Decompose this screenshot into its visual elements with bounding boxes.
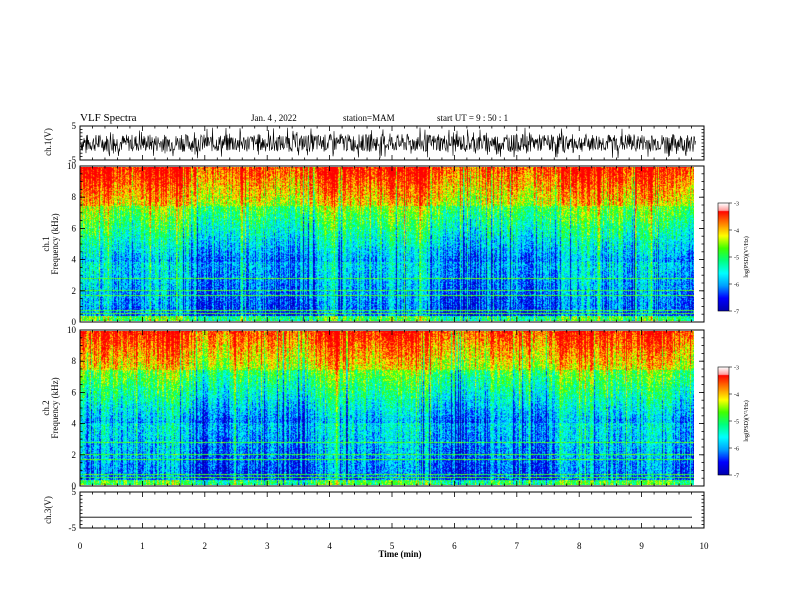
- y-tick-label: 0: [72, 317, 77, 327]
- x-tick-label: 9: [639, 541, 644, 551]
- colorbar-tick-label: -3: [734, 202, 739, 208]
- y-tick-label: 6: [72, 387, 77, 397]
- axis-ticks: [79, 125, 705, 529]
- x-tick-label: 2: [203, 541, 208, 551]
- panel-frame-s1: [79, 165, 705, 323]
- x-axis-label: Time (min): [378, 549, 421, 559]
- y-tick-label: 10: [67, 325, 77, 335]
- y-tick-label: -5: [69, 155, 77, 165]
- ch2-spectrogram-image: [80, 331, 694, 485]
- y-tick-label: 5: [72, 121, 77, 131]
- colorbar1-label: log(PSD)(V²/Hz): [743, 236, 750, 277]
- colorbar-tick-label: -5: [734, 256, 739, 262]
- y-tick-label: 8: [72, 192, 77, 202]
- ch1-waveform: [80, 127, 696, 159]
- panel-frames: [79, 125, 705, 529]
- colorbar-tick-label: -6: [734, 447, 739, 453]
- y-tick-label: 10: [67, 161, 77, 171]
- x-tick-label: 10: [700, 541, 710, 551]
- colorbar2-label: log(PSD)(V²/Hz): [743, 400, 750, 441]
- panel-frame-w3: [79, 491, 705, 529]
- start-ut-label: start UT = 9 : 50 : 1: [437, 113, 509, 123]
- colorbar-tick-label: -6: [734, 283, 739, 289]
- colorbar-tick-label: -7: [734, 310, 739, 316]
- colorbar-ticks: -3 -4 -5 -6 -7 -3 -4 -5 -6 -7: [717, 202, 739, 480]
- x-tick-labels: 0 1 2 3 4 5 6 7 8 9 10: [78, 541, 709, 551]
- ch1-ylabel: ch.1(V): [43, 128, 53, 156]
- x-tick-label: 5: [390, 541, 395, 551]
- colorbar-tick-label: -4: [734, 393, 739, 399]
- ch1-spec-ylabel-1: ch.1: [41, 236, 51, 251]
- colorbar-tick-label: -5: [734, 420, 739, 426]
- panel-frame-s2: [79, 329, 705, 487]
- colorbar-frame: [717, 202, 730, 312]
- x-tick-label: 7: [515, 541, 520, 551]
- y-tick-label: 5: [72, 487, 77, 497]
- ch2-colorbar-image: [718, 367, 729, 475]
- ch2-spec-ylabel-2: Frequency (kHz): [50, 377, 60, 438]
- y-tick-label: 4: [72, 419, 77, 429]
- ch1-spec-ylabel-2: Frequency (kHz): [50, 213, 60, 274]
- x-tick-label: 4: [327, 541, 332, 551]
- date-label: Jan. 4 , 2022: [251, 113, 297, 123]
- chart-title: VLF Spectra: [80, 112, 137, 124]
- x-tick-label: 8: [577, 541, 582, 551]
- colorbar-frame: [717, 366, 730, 476]
- y-tick-label: 2: [72, 286, 77, 296]
- colorbar-tick-label: -4: [734, 229, 739, 235]
- y-tick-label: 2: [72, 450, 77, 460]
- y-tick-label: 0: [72, 481, 77, 491]
- x-tick-label: 6: [452, 541, 457, 551]
- ch1-colorbar-image: [718, 203, 729, 311]
- ch3-ylabel: ch.3(V): [43, 496, 53, 524]
- ch1-spectrogram-image: [80, 167, 694, 321]
- y-tick-label: 8: [72, 356, 77, 366]
- colorbar-tick-label: -7: [734, 474, 739, 480]
- ch2-spec-ylabel-1: ch.2: [41, 400, 51, 415]
- station-label: station=MAM: [343, 113, 395, 123]
- y-tick-label: -5: [69, 523, 77, 533]
- colorbar-tick-label: -3: [734, 366, 739, 372]
- x-tick-label: 1: [140, 541, 145, 551]
- ch1-trace: [80, 127, 696, 159]
- y-tick-label: 4: [72, 255, 77, 265]
- y-tick-label: 6: [72, 223, 77, 233]
- x-tick-label: 3: [265, 541, 270, 551]
- x-tick-label: 0: [78, 541, 83, 551]
